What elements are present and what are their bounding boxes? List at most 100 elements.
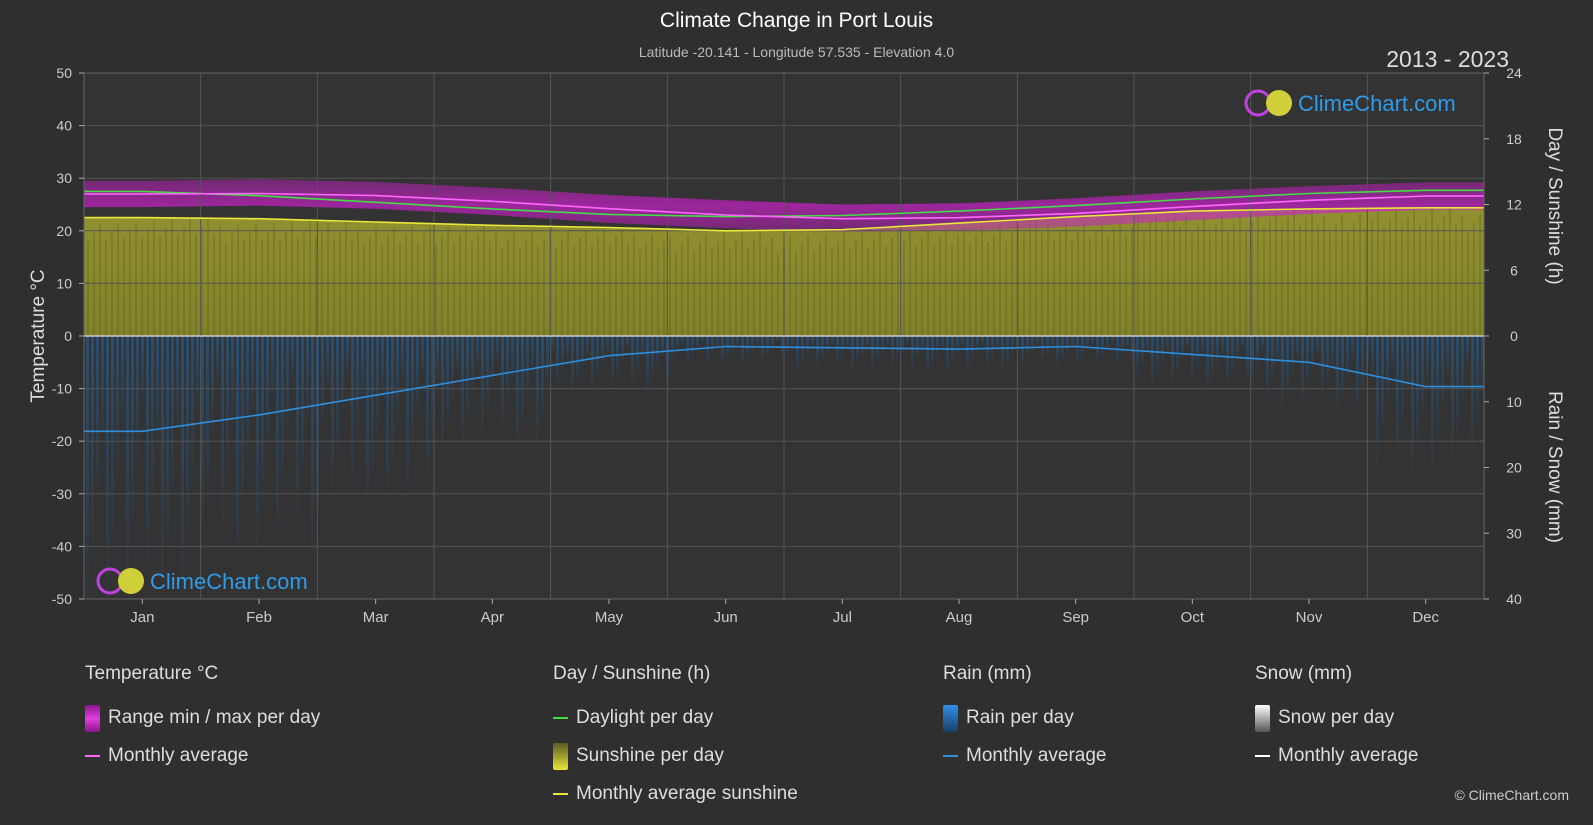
sunshine-day-bar (795, 251, 797, 336)
rain-day-bar (336, 336, 339, 455)
rain-day-bar (891, 336, 894, 367)
sunshine-day-bar (657, 249, 659, 336)
sunshine-day-bar (1227, 232, 1229, 336)
sunshine-day-bar (891, 238, 893, 336)
sunshine-day-bar (279, 238, 281, 336)
rain-day-bar (1281, 336, 1284, 411)
sunshine-day-bar (675, 251, 677, 336)
rain-day-bar (1311, 336, 1314, 372)
y-right-tick-label: 18 (1506, 131, 1522, 147)
brand-logo-top: ClimeChart.com (1244, 89, 1456, 117)
sunshine-day-bar (159, 236, 161, 336)
sunshine-day-bar (441, 235, 443, 336)
sunshine-day-bar (1191, 234, 1193, 336)
rain-day-bar (546, 336, 549, 391)
sunshine-day-bar (1053, 239, 1055, 336)
sunshine-day-bar (375, 228, 377, 336)
rain-day-bar (1421, 336, 1424, 418)
rain-day-bar (856, 336, 859, 364)
sunshine-day-bar (1449, 207, 1451, 336)
rain-day-bar (591, 336, 594, 392)
temp-range-swatch-icon (85, 704, 100, 732)
rain-day-bar (1091, 336, 1094, 346)
sunshine-day-bar (1083, 221, 1085, 336)
sunshine-day-bar (1425, 217, 1427, 336)
rain-day-bar (1466, 336, 1469, 368)
sunshine-day-bar (849, 248, 851, 336)
sunshine-day-bar (1269, 219, 1271, 336)
temperature-avg-line (84, 192, 1484, 220)
sunshine-day-bar (963, 227, 965, 336)
sunshine-day-bar (1047, 223, 1049, 336)
rain-day-bar (351, 336, 354, 483)
legend-avg-sunshine-label: Monthly average sunshine (576, 783, 798, 804)
sunshine-day-bar (561, 239, 563, 336)
sunshine-day-bar (819, 242, 821, 336)
rain-day-bar (1286, 336, 1289, 394)
rain-day-bar (701, 336, 704, 343)
legend-sunshine-label: Sunshine per day (576, 745, 724, 766)
sunshine-day-bar (363, 245, 365, 336)
logo-sun-icon (118, 568, 144, 594)
rain-day-bar (1036, 336, 1039, 344)
sunshine-day-bar (1431, 208, 1433, 336)
y-left-tick-label: 50 (56, 65, 72, 81)
sunshine-day-bar (1161, 227, 1163, 336)
rain-day-bar (791, 336, 794, 349)
sunshine-day-bar (477, 233, 479, 336)
sunshine-day-bar (597, 236, 599, 336)
rain-day-bar (631, 336, 634, 385)
sunshine-day-bar (357, 229, 359, 336)
sunshine-day-bar (123, 238, 125, 336)
y-right-tick-label: 24 (1506, 65, 1522, 81)
sunshine-day-bar (747, 247, 749, 336)
month-label: Aug (946, 609, 973, 626)
rain-day-bar (1111, 336, 1114, 344)
sunshine-day-bar (1299, 225, 1301, 336)
sunshine-day-bar (897, 229, 899, 336)
rain-day-bar (576, 336, 579, 382)
rain-day-bar (1166, 336, 1169, 352)
rain-day-bar (826, 336, 829, 353)
sunshine-day-bar (621, 227, 623, 336)
sunshine-day-bar (837, 241, 839, 336)
rain-day-bar (1181, 336, 1184, 360)
sunshine-day-bar (585, 229, 587, 336)
rain-day-bar (881, 336, 884, 354)
rain-day-bar (836, 336, 839, 366)
sunshine-day-bar (489, 241, 491, 336)
sunshine-day-bar (1395, 210, 1397, 336)
sunshine-day-bar (1071, 238, 1073, 336)
rain-day-bar (1301, 336, 1304, 406)
y-right-bottom-title: Rain / Snow (mm) (1544, 391, 1565, 543)
rain-day-bar (796, 336, 799, 370)
rain-day-bar (331, 336, 334, 494)
rain-day-bar (931, 336, 934, 366)
sunshine-day-bar (345, 222, 347, 336)
month-label: Jul (833, 609, 852, 626)
rain-day-bar (416, 336, 419, 414)
rain-day-bar (766, 336, 769, 356)
rain-day-bar (896, 336, 899, 360)
sunshine-day-bar (981, 226, 983, 336)
sunshine-day-bar (753, 239, 755, 336)
rain-day-bar (386, 336, 389, 501)
rain-day-bar (1441, 336, 1444, 409)
legend-snow-day: Snow per day (1255, 699, 1418, 737)
rain-day-bar (241, 336, 244, 513)
sunshine-day-bar (549, 229, 551, 336)
rain-day-bar (91, 336, 94, 559)
rain-day-bar (1156, 336, 1159, 375)
legend-snow: Snow (mm) Snow per day Monthly average (1255, 663, 1418, 775)
rain-day-bar (991, 336, 994, 359)
sunshine-day-bar (1035, 216, 1037, 336)
y-right-tick-label: 30 (1506, 525, 1522, 541)
sunshine-day-bar (951, 244, 953, 336)
legend-temp-avg: Monthly average (85, 737, 320, 775)
sunshine-day-bar (189, 218, 191, 336)
rain-day-bar (1046, 336, 1049, 356)
rain-day-bar (211, 336, 214, 439)
rain-day-bar (251, 336, 254, 411)
rain-day-bar (356, 336, 359, 445)
legend-rain-heading: Rain (mm) (943, 663, 1032, 684)
